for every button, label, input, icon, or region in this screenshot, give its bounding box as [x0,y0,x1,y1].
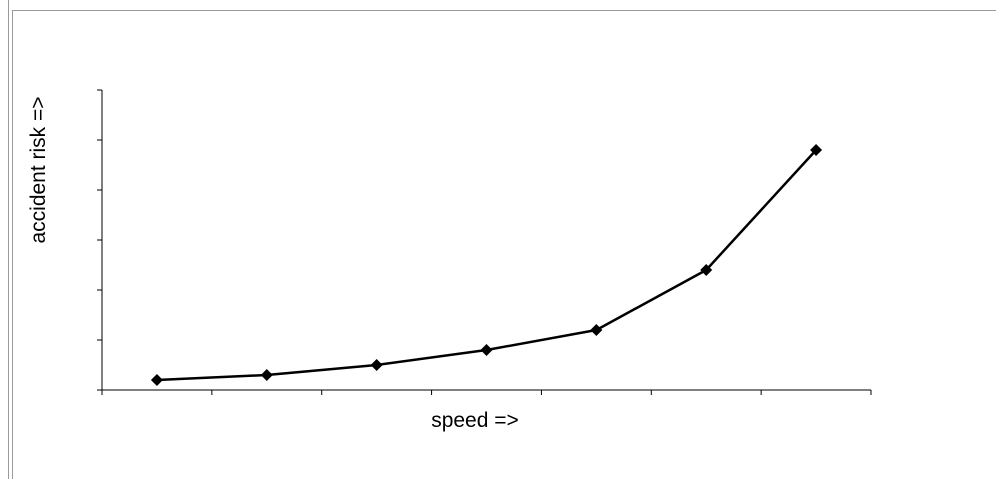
data-point-marker [150,374,163,386]
series-layer [150,144,823,386]
data-point-marker [700,264,713,276]
y-axis-title: accident risk => [27,96,50,243]
data-point-marker [260,369,273,381]
data-point-marker [810,144,823,156]
data-point-marker [370,359,383,371]
data-point-marker [480,344,493,356]
frame-left-border [8,0,9,479]
data-point-marker [590,324,603,336]
frame-left-inner-border [12,10,13,479]
frame-top-border [12,10,996,11]
axes [97,89,872,395]
x-axis-title: speed => [431,409,519,432]
